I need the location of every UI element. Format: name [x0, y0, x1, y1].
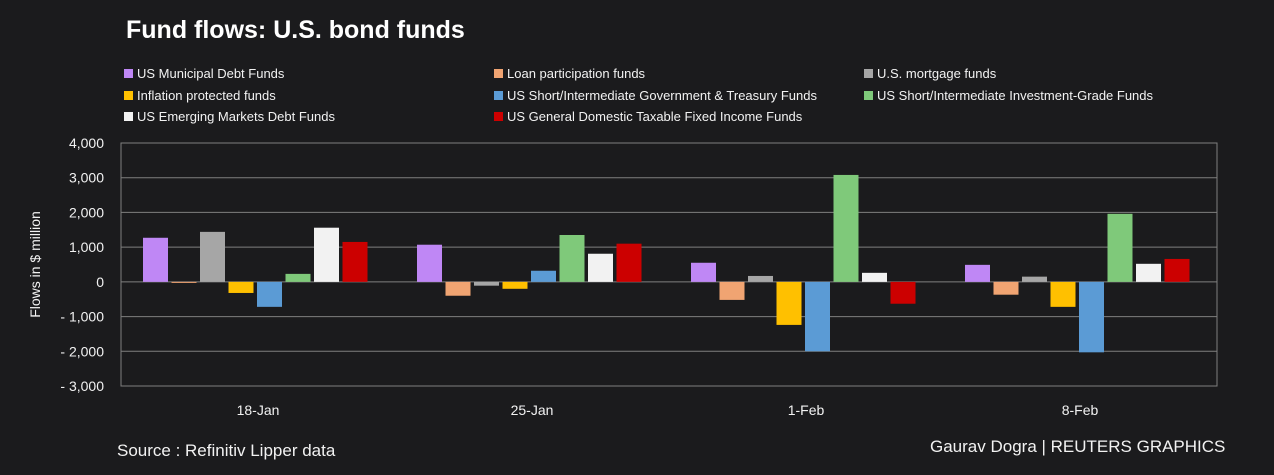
bar [776, 281, 802, 325]
bar [719, 281, 745, 300]
chart-title: Fund flows: U.S. bond funds [126, 16, 465, 44]
bar [228, 281, 254, 293]
legend-item: US Emerging Markets Debt Funds [124, 109, 335, 124]
legend-label: US General Domestic Taxable Fixed Income… [507, 109, 803, 124]
legend-label: Inflation protected funds [137, 88, 276, 103]
y-tick-label: 0 [96, 274, 104, 290]
credit-note: Gaurav Dogra | REUTERS GRAPHICS [930, 437, 1226, 456]
plot-frame [120, 142, 1218, 387]
bar [531, 270, 556, 282]
y-tick-label: 2,000 [69, 204, 104, 220]
legend-swatch [124, 69, 133, 78]
legend-swatch [124, 112, 133, 121]
bar [748, 275, 773, 282]
legend-item: US Municipal Debt Funds [124, 66, 284, 81]
bar [862, 272, 887, 282]
bar [1022, 276, 1047, 282]
bar [342, 241, 368, 282]
legend-label: US Short/Intermediate Government & Treas… [507, 88, 817, 103]
legend-item: US Short/Intermediate Investment-Grade F… [864, 88, 1153, 103]
bar [171, 281, 197, 283]
x-tick-label: 8-Feb [1062, 402, 1099, 418]
legend-swatch [494, 91, 503, 100]
bar [474, 281, 499, 286]
legend-item: Loan participation funds [494, 66, 645, 81]
y-tick-label: 4,000 [69, 135, 104, 151]
bar [445, 281, 471, 296]
bar [616, 243, 642, 282]
bar [314, 227, 339, 282]
bar [1164, 258, 1190, 282]
bar [559, 234, 585, 282]
legend-label: US Municipal Debt Funds [137, 66, 285, 81]
legend-label: US Emerging Markets Debt Funds [137, 109, 335, 124]
legend-swatch [494, 112, 503, 121]
y-tick-label: - 2,000 [60, 343, 104, 359]
bar [1050, 281, 1076, 307]
bar [833, 174, 859, 282]
legend-item: Inflation protected funds [124, 88, 276, 103]
legend-item: US Short/Intermediate Government & Treas… [494, 88, 817, 103]
legend-label: Loan participation funds [507, 66, 646, 81]
bar [890, 281, 916, 304]
bar [257, 281, 282, 307]
legend-item: U.S. mortgage funds [864, 66, 996, 81]
bar [691, 262, 716, 282]
bar [502, 281, 528, 289]
y-axis-label: Flows in $ million [27, 211, 43, 318]
bar [965, 264, 990, 282]
bar [1136, 263, 1161, 282]
legend-swatch [124, 91, 133, 100]
source-note: Source : Refinitiv Lipper data [117, 441, 336, 460]
bar [993, 281, 1019, 295]
legend-label: US Short/Intermediate Investment-Grade F… [877, 88, 1154, 103]
y-tick-label: - 1,000 [60, 309, 104, 325]
bar [588, 253, 613, 282]
x-tick-label: 1-Feb [788, 402, 825, 418]
legend-swatch [864, 91, 873, 100]
x-tick-label: 25-Jan [511, 402, 554, 418]
bar [285, 273, 311, 282]
bar [200, 231, 225, 282]
bar [1079, 281, 1104, 353]
y-tick-label: 1,000 [69, 239, 104, 255]
bar [143, 237, 168, 282]
y-tick-label: 3,000 [69, 170, 104, 186]
x-tick-label: 18-Jan [237, 402, 280, 418]
bar [1107, 213, 1133, 282]
legend-swatch [494, 69, 503, 78]
legend-swatch [864, 69, 873, 78]
bar [805, 281, 830, 352]
legend-label: U.S. mortgage funds [877, 66, 997, 81]
bar [417, 244, 442, 282]
legend-item: US General Domestic Taxable Fixed Income… [494, 109, 802, 124]
y-tick-label: - 3,000 [60, 378, 104, 394]
